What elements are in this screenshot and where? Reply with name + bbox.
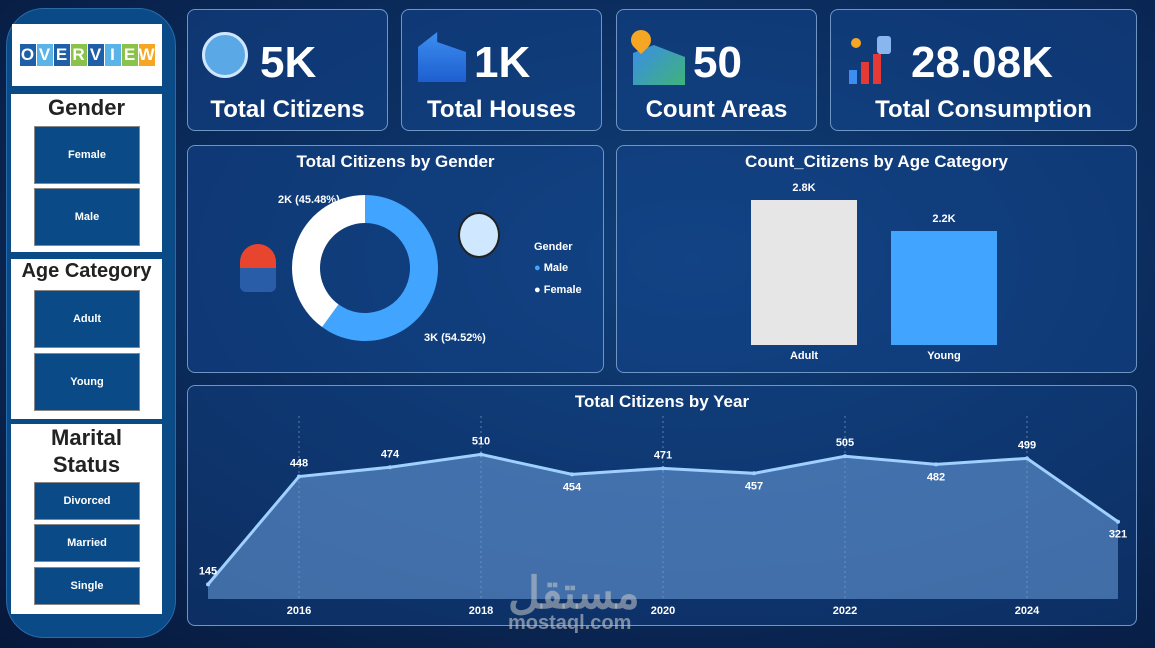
area-fill xyxy=(208,454,1118,599)
data-point[interactable] xyxy=(1025,456,1029,461)
x-tick-label: 2016 xyxy=(287,605,311,617)
legend-item-female[interactable]: ● Female xyxy=(534,284,582,296)
point-data-label: 505 xyxy=(836,437,854,449)
data-point[interactable] xyxy=(570,472,574,477)
legend-item-male[interactable]: ● Male xyxy=(534,262,568,274)
male-data-label: 3K (54.52%) xyxy=(424,332,486,344)
female-data-label: 2K (45.48%) xyxy=(278,194,340,206)
point-data-label: 510 xyxy=(472,435,490,447)
slicer-title: Marital Status xyxy=(51,425,122,477)
point-data-label: 482 xyxy=(927,471,945,483)
point-data-label: 457 xyxy=(745,480,763,492)
data-point[interactable] xyxy=(297,474,301,479)
kpi-total-houses: 1K Total Houses xyxy=(401,9,602,131)
legend-dot-icon: ● xyxy=(534,262,541,274)
kpi-total-consumption: 28.08K Total Consumption xyxy=(830,9,1137,131)
point-data-label: 321 xyxy=(1109,529,1127,541)
point-data-label: 471 xyxy=(654,449,672,461)
logo-letter: V xyxy=(87,44,104,66)
data-point[interactable] xyxy=(479,452,483,457)
bar-young[interactable] xyxy=(891,231,997,345)
legend-label: Female xyxy=(543,284,582,296)
data-point[interactable] xyxy=(388,465,392,470)
donut-slice-male[interactable] xyxy=(322,195,438,341)
point-data-label: 474 xyxy=(381,448,400,460)
age-slicer: Age Category Adult Young xyxy=(11,259,162,419)
kpi-label: Count Areas xyxy=(645,96,788,123)
chart-title: Total Citizens by Gender xyxy=(296,152,495,171)
age-bar-chart: Count_Citizens by Age Category 2.8K Adult… xyxy=(616,145,1137,373)
bar-adult[interactable] xyxy=(751,200,857,345)
marital-slicer: Marital Status Divorced Married Single xyxy=(11,424,162,614)
donut-slice-female[interactable] xyxy=(292,195,365,328)
kpi-label: Total Citizens xyxy=(210,96,365,123)
kpi-label: Total Houses xyxy=(427,96,576,123)
buildings-icon xyxy=(418,32,466,82)
slicer-option-male[interactable]: Male xyxy=(34,188,140,246)
x-tick-label: 2024 xyxy=(1015,605,1040,617)
data-point[interactable] xyxy=(934,462,938,467)
kpi-value: 28.08K xyxy=(911,38,1053,87)
legend-dot-icon: ● xyxy=(534,284,541,296)
data-point[interactable] xyxy=(661,466,665,471)
point-data-label: 448 xyxy=(290,458,308,470)
logo-letter: O xyxy=(19,44,36,66)
x-tick-label: 2020 xyxy=(651,605,675,617)
bar-data-label: 2.2K xyxy=(932,213,956,226)
power-plug-chart-icon xyxy=(847,36,897,92)
slicer-option-young[interactable]: Young xyxy=(34,353,140,411)
watermark-arabic: مستقل xyxy=(508,569,640,618)
logo-letter: I xyxy=(104,44,121,66)
kpi-value: 1K xyxy=(474,38,531,87)
x-tick-label: Adult xyxy=(789,350,819,362)
slicer-title: Age Category xyxy=(21,260,152,282)
gender-slicer: Gender Female Male xyxy=(11,94,162,252)
chart-title: Total Citizens by Year xyxy=(574,392,750,411)
data-point[interactable] xyxy=(752,471,756,476)
chart-title: Count_Citizens by Age Category xyxy=(745,152,1008,171)
logo-letter: R xyxy=(70,44,87,66)
slicer-option-single[interactable]: Single xyxy=(34,567,140,605)
bar-data-label: 2.8K xyxy=(792,182,816,194)
kpi-value: 50 xyxy=(693,38,742,87)
kpi-count-areas: 50 Count Areas xyxy=(616,9,817,131)
point-data-label: 499 xyxy=(1018,439,1036,451)
x-tick-label: Young xyxy=(927,350,961,362)
citizens-globe-icon xyxy=(202,32,248,78)
male-avatar-icon xyxy=(458,212,500,258)
slicer-option-divorced[interactable]: Divorced xyxy=(34,482,140,520)
slicer-option-female[interactable]: Female xyxy=(34,126,140,184)
logo-letter: V xyxy=(36,44,53,66)
gender-donut-chart: Total Citizens by Gender 2K (45.48%) 3K … xyxy=(187,145,604,373)
data-point[interactable] xyxy=(1116,519,1120,524)
female-avatar-icon xyxy=(240,244,276,292)
year-area-chart: Total Citizens by Year 2016 2018 2020 2022 2… xyxy=(187,385,1137,626)
point-data-label: 145 xyxy=(199,565,217,577)
logo-letter: E xyxy=(121,44,138,66)
x-tick-label: 2022 xyxy=(833,605,857,617)
logo-letter: W xyxy=(138,44,155,66)
data-point[interactable] xyxy=(843,454,847,459)
x-tick-label: 2018 xyxy=(469,605,493,617)
kpi-value: 5K xyxy=(260,38,317,87)
legend-title: Gender xyxy=(534,241,573,253)
slicer-title: Gender xyxy=(47,95,126,120)
kpi-label: Total Consumption xyxy=(875,96,1092,123)
data-point[interactable] xyxy=(206,582,210,587)
logo-letter: E xyxy=(53,44,70,66)
slicer-option-married[interactable]: Married xyxy=(34,524,140,562)
watermark-latin: mostaql.com xyxy=(508,612,632,634)
slicer-option-adult[interactable]: Adult xyxy=(34,290,140,348)
legend-label: Male xyxy=(543,262,569,274)
kpi-total-citizens: 5K Total Citizens xyxy=(187,9,388,131)
point-data-label: 454 xyxy=(563,481,582,493)
